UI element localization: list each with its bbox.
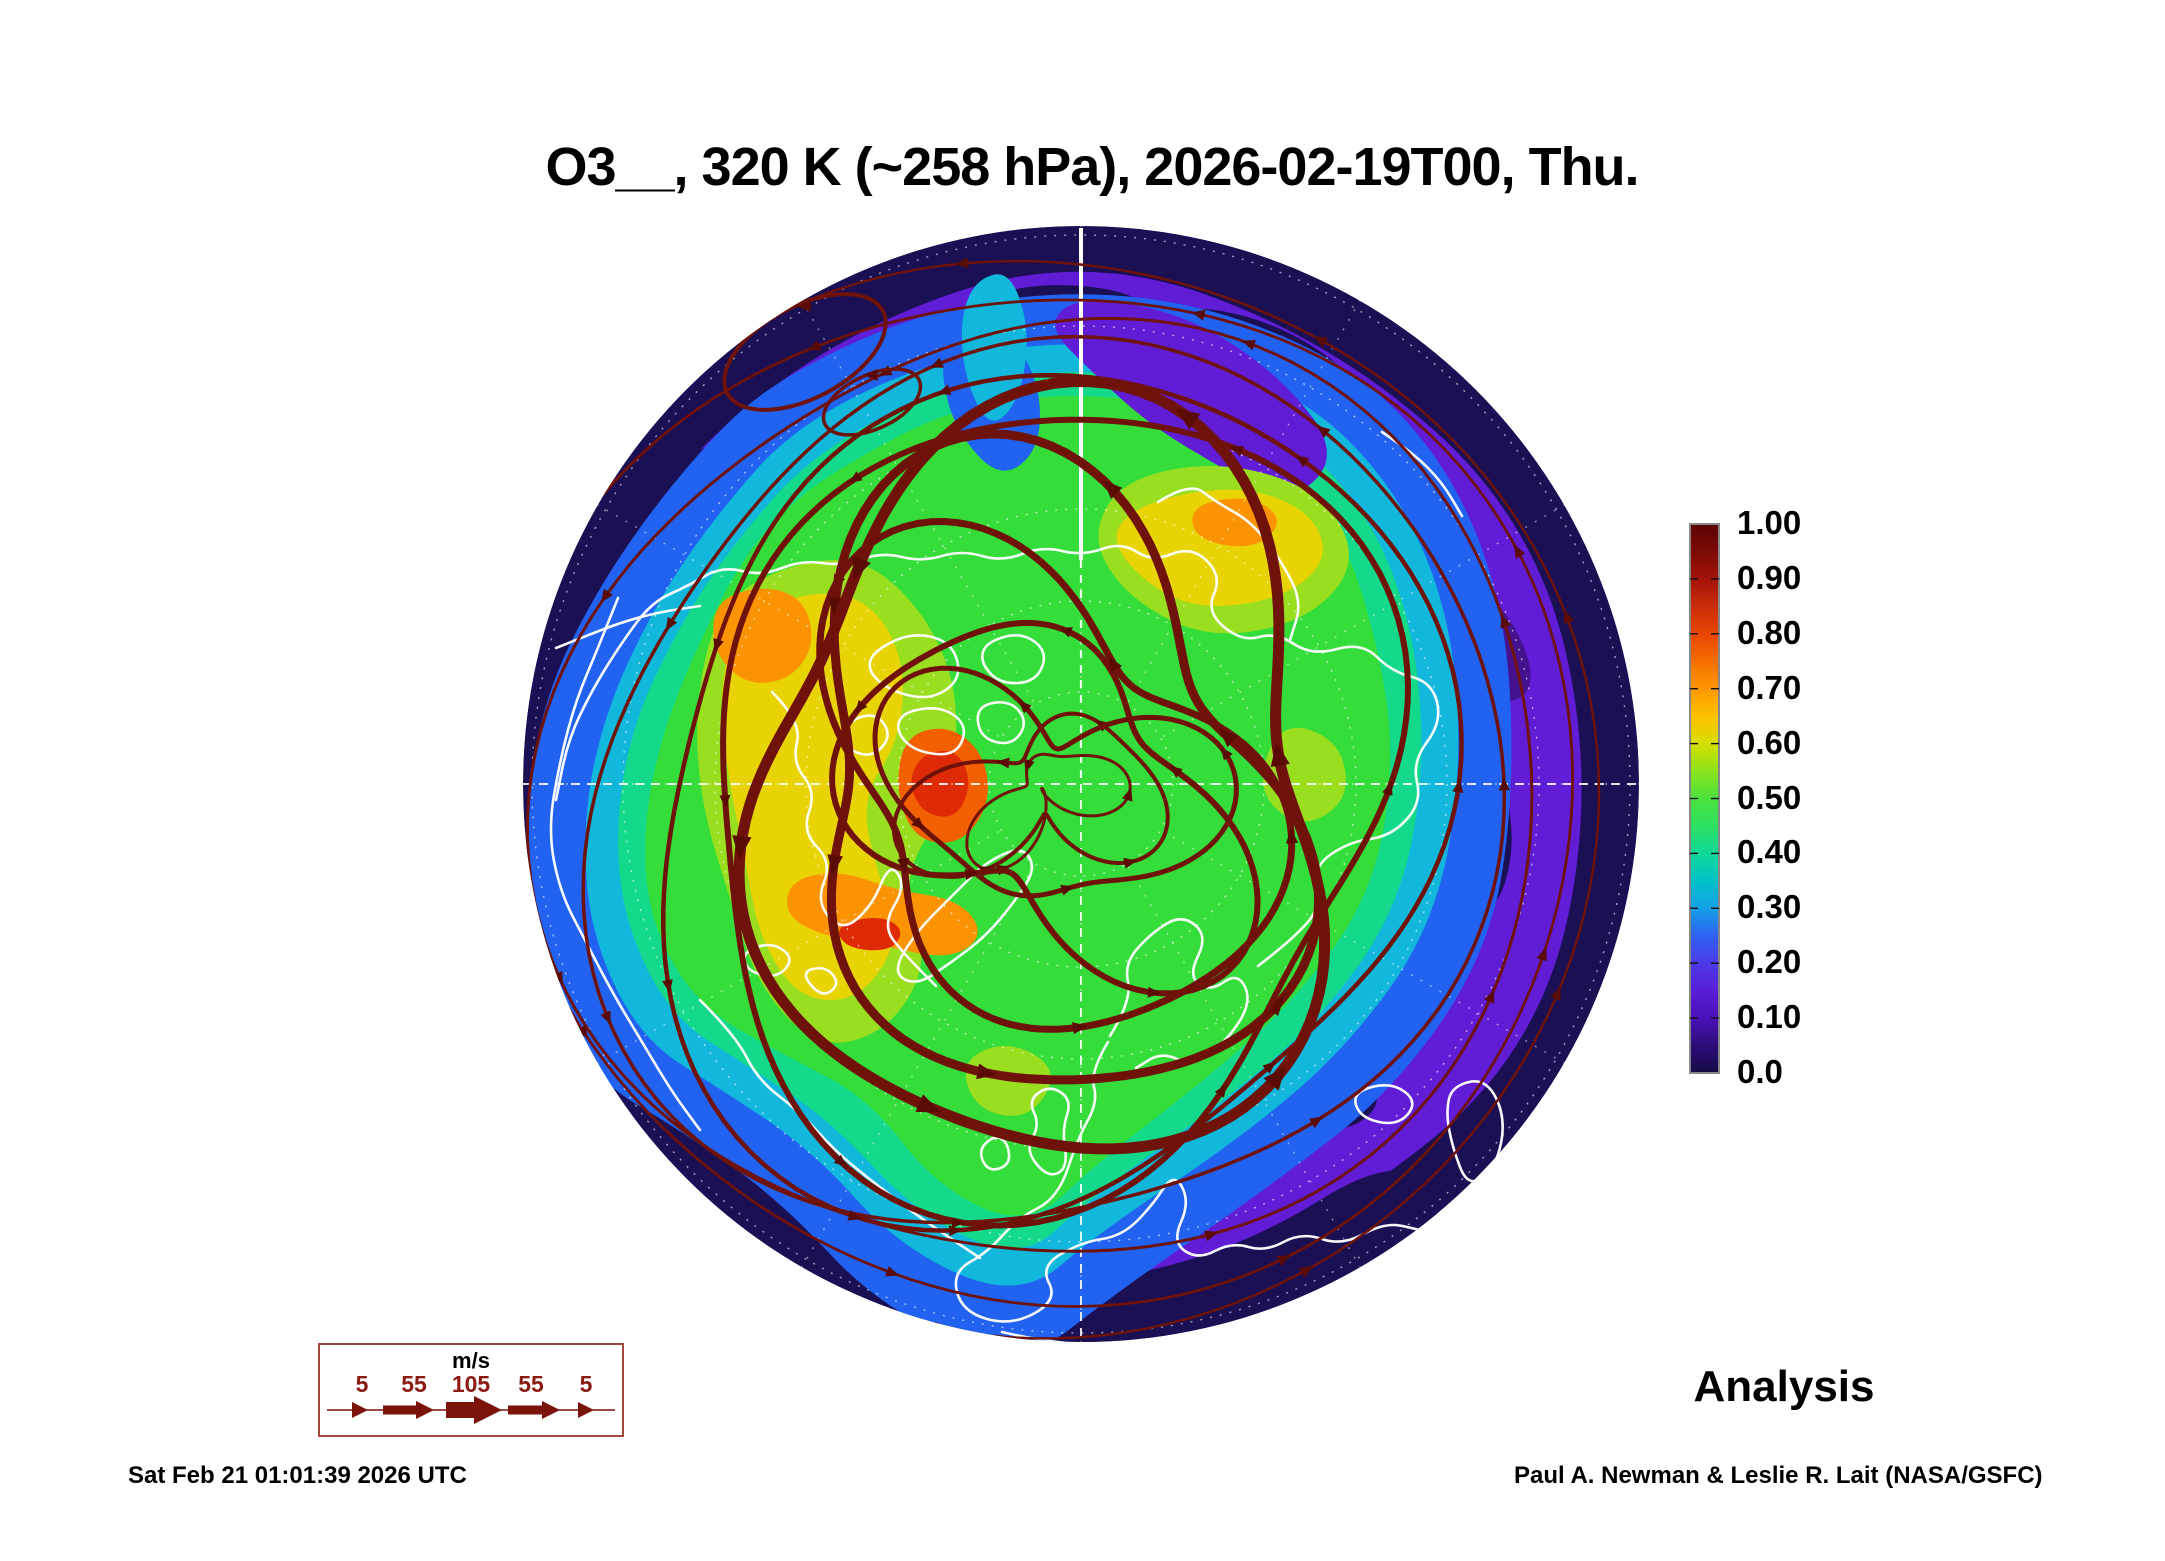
wind-speed-value: 5	[355, 1371, 369, 1397]
wind-streamlines	[523, 257, 1601, 1340]
colorbar	[1689, 523, 1720, 1074]
colorbar-tick-label: 0.20	[1737, 943, 1802, 981]
map-disk	[523, 226, 1639, 1342]
analysis-label: Analysis	[1693, 1362, 1875, 1411]
wind-speed-value: 55	[401, 1371, 427, 1397]
colorbar-tick-label: 0.90	[1737, 558, 1802, 596]
generation-timestamp: Sat Feb 21 01:01:39 2026 UTC	[128, 1462, 467, 1489]
colorbar-tick-label: 1.00	[1737, 504, 1802, 541]
colorbar-tick-label: 0.50	[1737, 778, 1802, 816]
colorbar-tick-label: 0.40	[1737, 833, 1802, 871]
colorbar-tick-label: 0.0	[1737, 1053, 1783, 1090]
graticule	[523, 226, 1639, 1342]
wind-unit-label: m/s	[452, 1348, 490, 1373]
colorbar-tick-label: 0.80	[1737, 613, 1802, 651]
colorbar-tick-label: 0.30	[1737, 888, 1802, 926]
ozone-contour-region	[1055, 301, 1327, 495]
colorbar-tick-label: 0.10	[1737, 998, 1802, 1036]
colorbar-tick-label: 0.70	[1737, 668, 1802, 706]
credit-line: Paul A. Newman & Leslie R. Lait (NASA/GS…	[1514, 1462, 2043, 1489]
ozone-contour-region	[713, 588, 812, 683]
figure-title: O3__, 320 K (~258 hPa), 2026-02-19T00, T…	[545, 137, 1639, 197]
colorbar-tick-label: 0.60	[1737, 723, 1802, 761]
wind-speed-value: 105	[451, 1371, 491, 1397]
wind-speed-value: 5	[579, 1371, 593, 1397]
ozone-contour-region	[839, 918, 901, 951]
wind-speed-value: 55	[518, 1371, 544, 1397]
wind-legend	[318, 1343, 624, 1437]
